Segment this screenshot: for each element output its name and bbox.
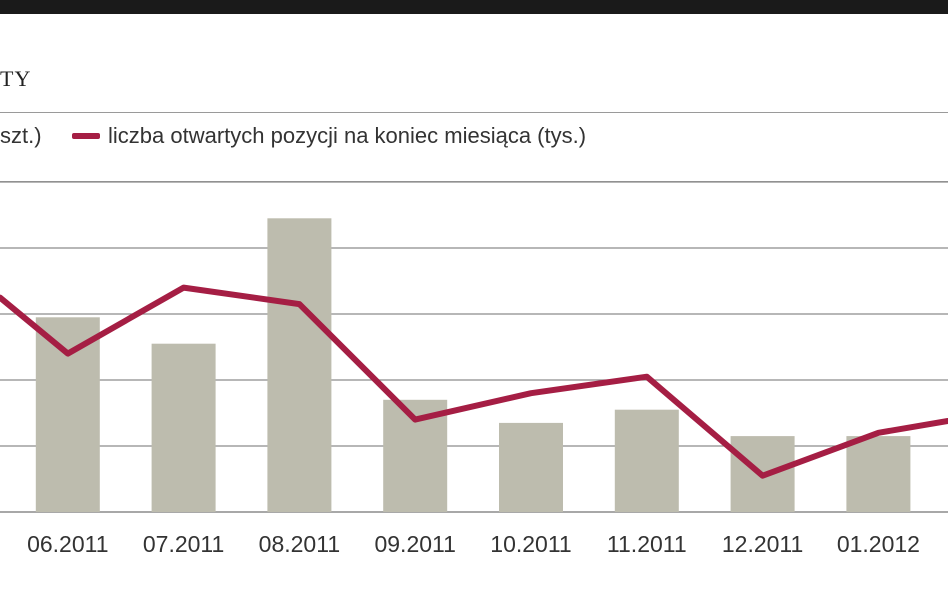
x-tick-label: 10.2011 [490, 531, 571, 557]
line-point [646, 376, 648, 378]
x-tick-label: 01.2012 [837, 531, 920, 557]
bar [267, 218, 332, 513]
x-tick-label: 06.2011 [27, 531, 108, 557]
bar [35, 317, 100, 512]
legend-line-label: liczba otwartych pozycji na koniec miesi… [108, 123, 587, 148]
chart-title: TY [0, 66, 32, 91]
title-divider [0, 112, 948, 113]
legend-line-swatch [72, 133, 100, 139]
line-point [183, 287, 185, 289]
x-tick-label: 11.2011 [607, 531, 687, 557]
bar [499, 422, 563, 512]
line-point [67, 353, 69, 355]
x-tick-label: 08.2011 [259, 531, 340, 557]
bar-series [35, 218, 911, 513]
top-bar [0, 0, 948, 14]
x-tick-label: 12.2011 [722, 531, 803, 557]
line-point [414, 419, 416, 421]
x-tick-label: 07.2011 [143, 531, 224, 557]
line-point [877, 432, 879, 434]
line-point [762, 475, 764, 477]
bar [151, 343, 216, 512]
x-axis-ticks: 06.2011 07.2011 08.2011 09.2011 10.2011 11.20… [27, 531, 920, 557]
line-point [298, 303, 300, 305]
bar [614, 409, 679, 512]
legend-bars-label: szt.) [0, 123, 42, 148]
line-series-path [0, 284, 948, 479]
line-series [0, 284, 948, 479]
legend-line-item: liczba otwartych pozycji na koniec miesi… [72, 123, 586, 149]
x-tick-label: 09.2011 [374, 531, 455, 557]
bar [846, 436, 911, 512]
line-point [530, 392, 532, 394]
